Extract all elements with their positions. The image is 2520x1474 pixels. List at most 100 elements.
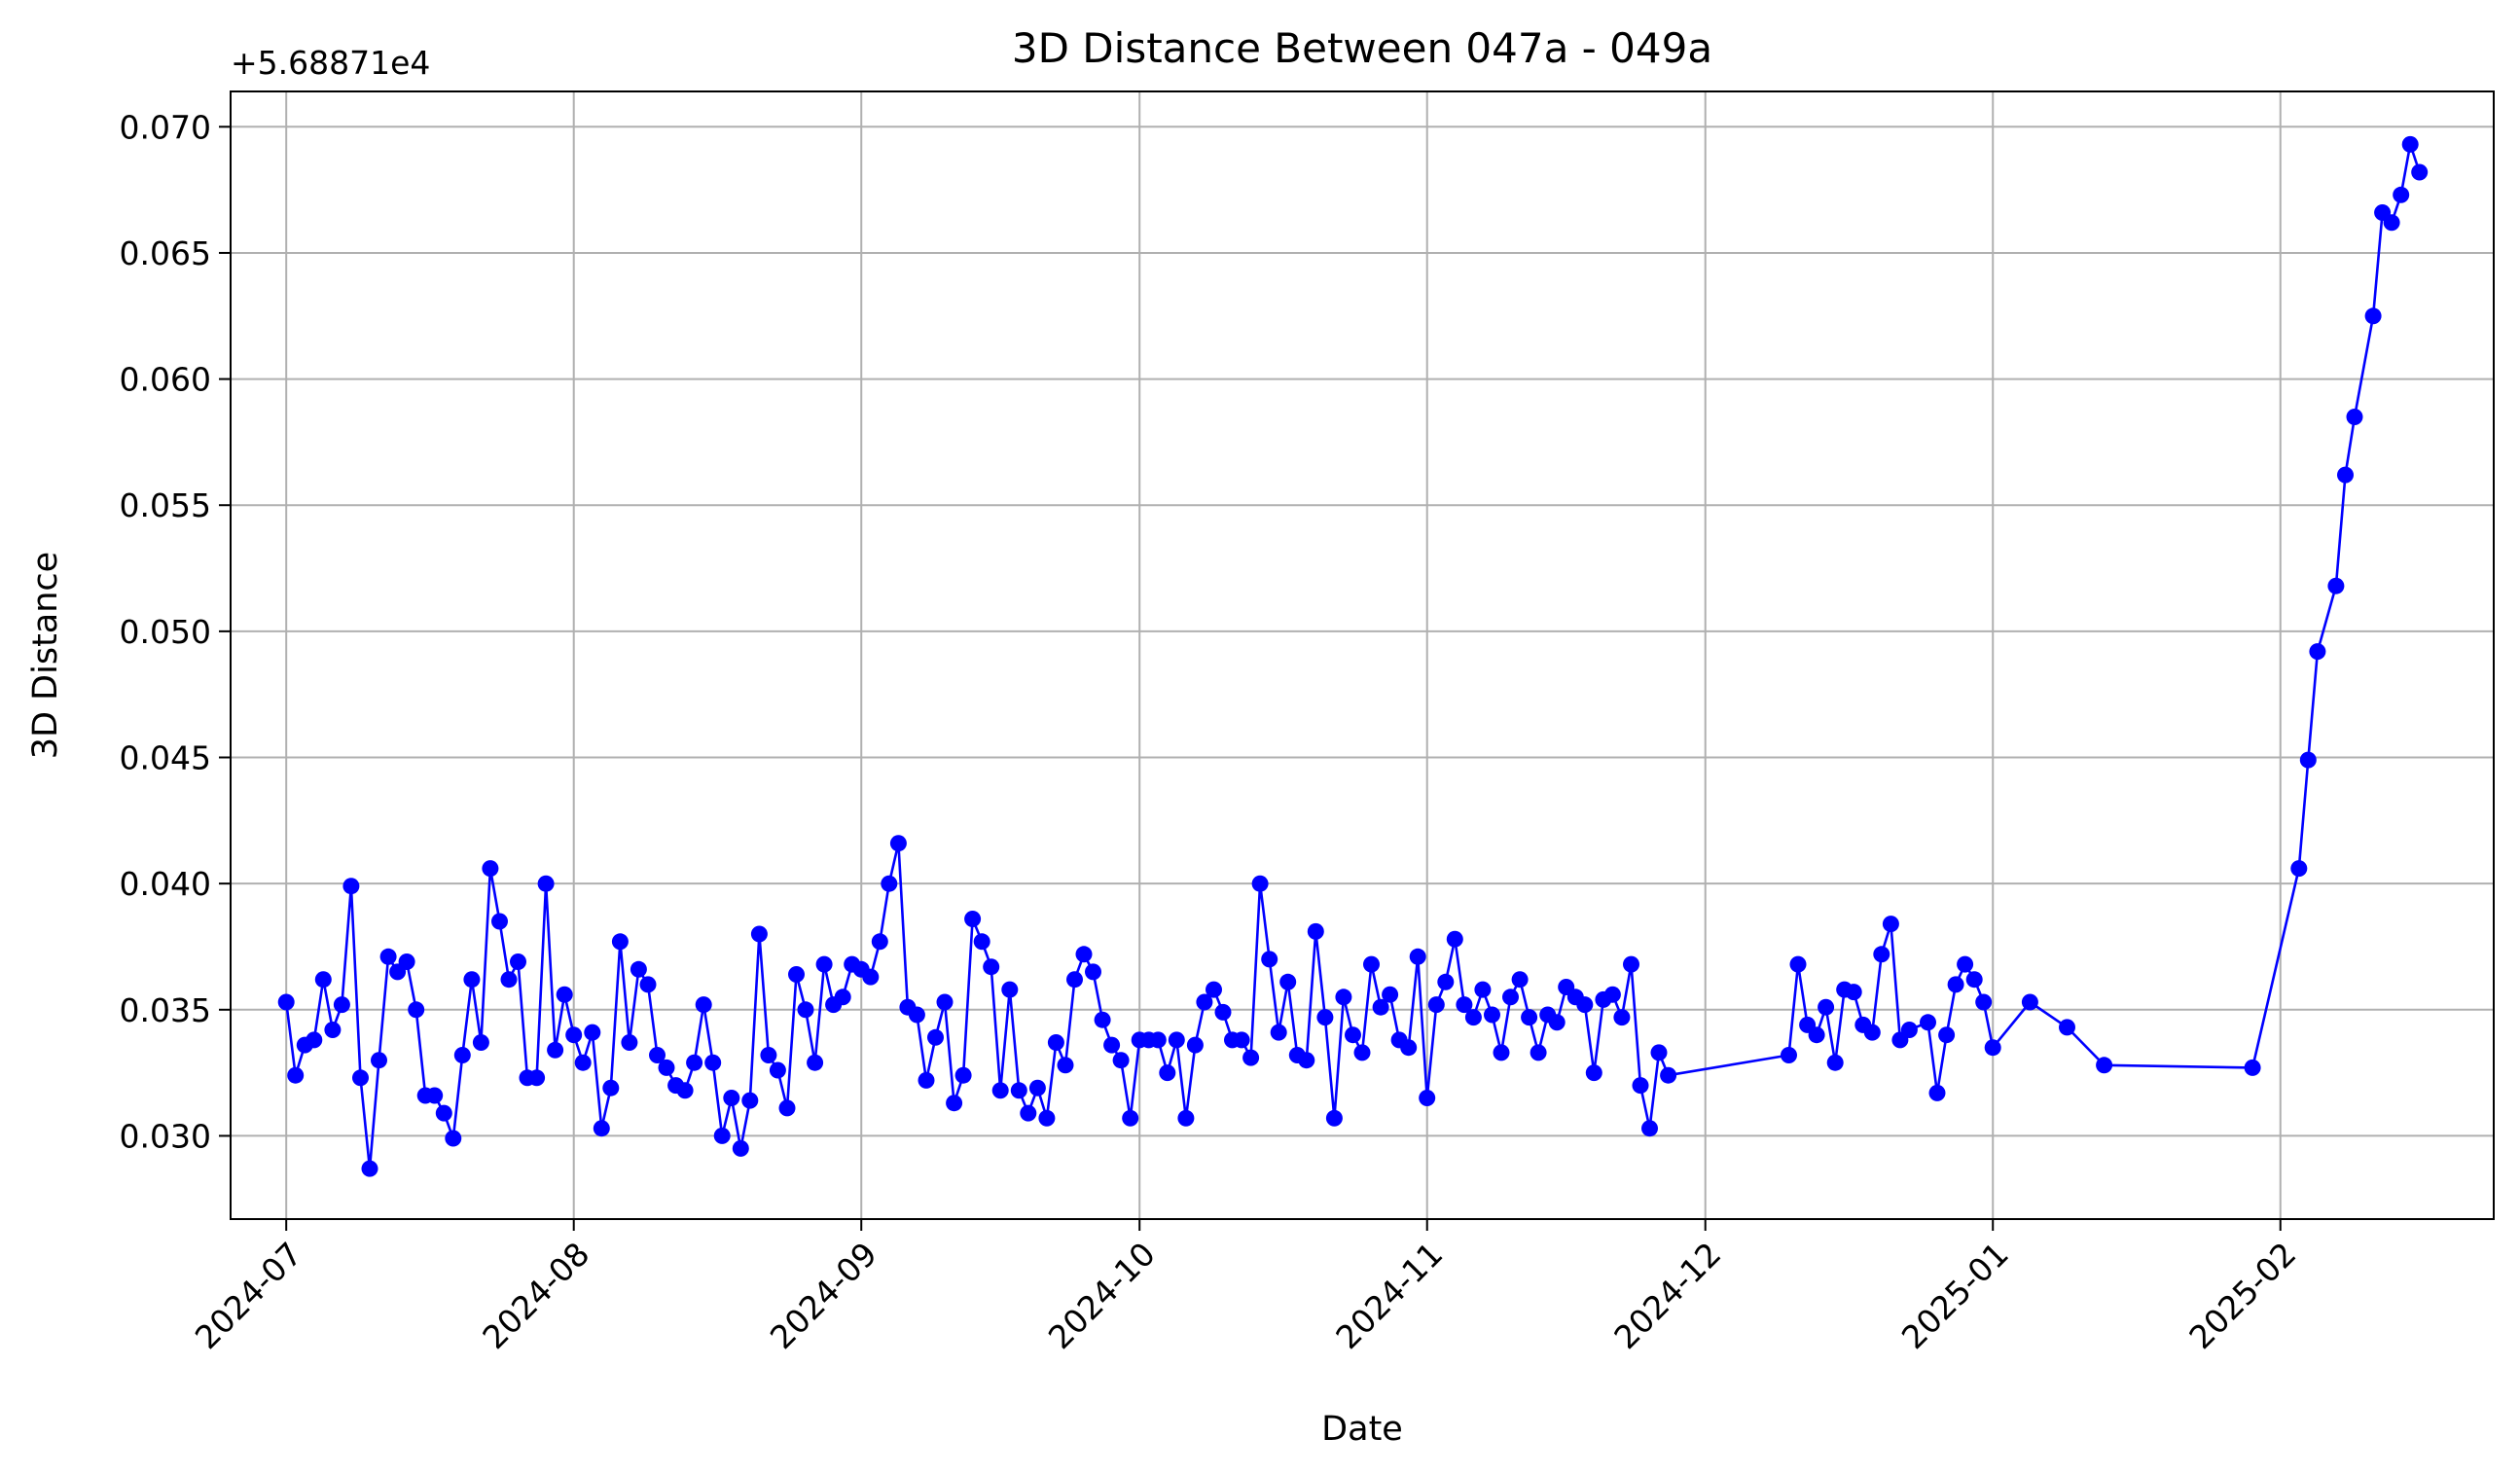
y-tick-label: 0.060	[120, 361, 211, 399]
data-point	[528, 1069, 546, 1087]
data-point	[1882, 916, 1899, 933]
data-point	[472, 1034, 489, 1051]
y-tick-label: 0.065	[120, 234, 211, 272]
data-point	[1650, 1044, 1668, 1061]
data-point	[750, 925, 768, 943]
data-point	[2244, 1059, 2261, 1076]
data-point	[1521, 1009, 1538, 1026]
data-point	[741, 1092, 759, 1109]
data-point	[1808, 1026, 1825, 1044]
data-point	[287, 1066, 305, 1084]
data-point	[1335, 989, 1352, 1006]
data-point	[1085, 963, 1101, 981]
data-point	[1345, 1026, 1361, 1044]
data-point	[333, 996, 350, 1014]
data-point	[834, 989, 851, 1006]
series-layer	[277, 135, 2429, 1177]
data-point	[1585, 1064, 1602, 1082]
data-point	[686, 1054, 703, 1071]
data-point	[453, 1047, 471, 1063]
data-point	[639, 976, 657, 993]
data-point	[1781, 1047, 1797, 1063]
data-point	[1020, 1104, 1037, 1122]
data-point	[510, 953, 526, 970]
data-point	[371, 1052, 387, 1069]
data-point	[1484, 1006, 1500, 1024]
data-point	[398, 953, 415, 970]
data-point	[2096, 1057, 2113, 1074]
data-point	[277, 993, 295, 1011]
data-point	[1464, 1009, 1482, 1026]
data-point	[954, 1066, 972, 1084]
data-point	[991, 1082, 1009, 1099]
data-point	[1818, 998, 1835, 1016]
data-point	[2299, 751, 2317, 769]
data-point	[314, 971, 332, 989]
data-point	[547, 1041, 564, 1059]
data-point	[732, 1139, 749, 1157]
data-point	[1122, 1109, 1139, 1127]
data-point	[574, 1054, 592, 1071]
data-point	[713, 1127, 731, 1144]
data-point	[797, 1001, 814, 1019]
grid	[231, 91, 2494, 1219]
data-point	[584, 1024, 601, 1041]
data-point	[593, 1120, 610, 1137]
data-point	[1270, 1024, 1287, 1041]
data-point	[630, 960, 647, 978]
data-point	[1316, 1009, 1334, 1026]
data-point	[788, 966, 805, 983]
data-point	[1928, 1084, 1946, 1101]
data-point	[621, 1034, 638, 1051]
data-point	[1900, 1022, 1918, 1038]
data-point	[2393, 186, 2410, 203]
data-point	[1010, 1082, 1027, 1099]
data-point	[463, 971, 481, 989]
data-point	[2364, 307, 2382, 325]
data-point	[1001, 981, 1019, 998]
data-point	[1863, 1024, 1881, 1041]
data-point	[649, 1047, 666, 1063]
data-point	[1576, 996, 1594, 1014]
data-point	[537, 875, 555, 892]
data-point	[1233, 1031, 1250, 1049]
data-point	[1446, 930, 1463, 948]
data-point	[306, 1031, 323, 1049]
data-point	[1196, 993, 1213, 1011]
data-point	[760, 1047, 777, 1063]
data-point	[1214, 1003, 1232, 1021]
data-point	[1789, 955, 1807, 973]
data-point	[1826, 1054, 1844, 1071]
data-point	[1103, 1036, 1121, 1054]
data-point	[927, 1028, 944, 1046]
data-point	[491, 913, 508, 930]
data-point	[908, 1006, 925, 1024]
data-point	[1066, 971, 1083, 989]
data-point	[1112, 1052, 1130, 1069]
plot-frame	[230, 90, 2495, 1220]
y-tick-label: 0.055	[120, 486, 211, 524]
data-point	[778, 1099, 796, 1117]
y-tick-label: 0.040	[120, 865, 211, 903]
data-point	[807, 1054, 824, 1071]
y-tick-label: 0.050	[120, 613, 211, 651]
data-point	[815, 955, 833, 973]
data-point	[2021, 993, 2038, 1011]
y-axis: 0.030 0.035 0.040 0.045 0.050 0.055 0.060 0.065…	[120, 108, 231, 1155]
data-point	[556, 986, 573, 1003]
data-point	[1186, 1036, 1204, 1054]
data-point	[1353, 1044, 1371, 1061]
x-axis-title: Date	[1321, 1410, 1403, 1449]
data-point	[500, 971, 518, 989]
data-point	[1372, 998, 1389, 1016]
data-point	[1149, 1031, 1167, 1049]
data-point	[611, 933, 629, 951]
y-tick-label: 0.030	[120, 1117, 211, 1155]
y-tick-label: 0.045	[120, 739, 211, 777]
data-point	[435, 1104, 452, 1122]
data-point	[342, 878, 360, 895]
data-point	[2411, 163, 2429, 181]
data-point	[695, 996, 712, 1014]
data-point	[1298, 1052, 1315, 1069]
